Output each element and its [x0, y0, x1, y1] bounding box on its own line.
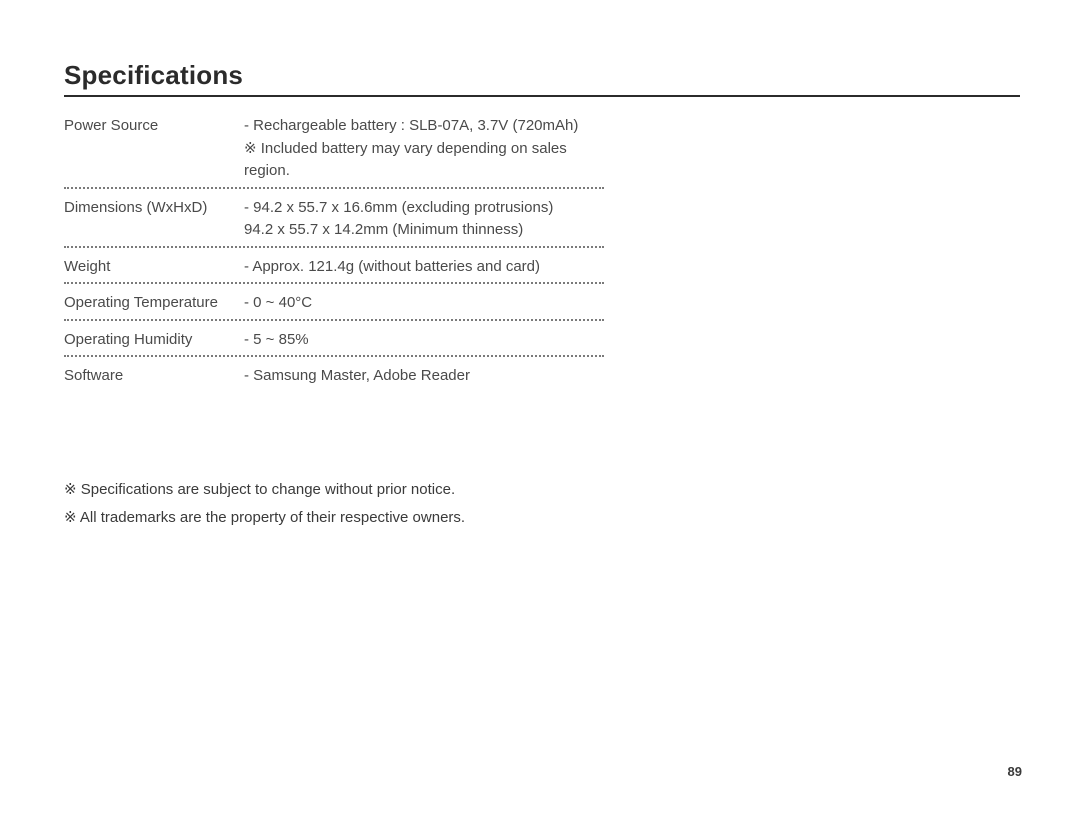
dotted-divider: [64, 282, 604, 284]
spec-value-line: - 0 ~ 40°C: [244, 292, 604, 315]
spec-row-dimensions: Dimensions (WxHxD) - 94.2 x 55.7 x 16.6m…: [64, 193, 604, 244]
spec-value: - 0 ~ 40°C: [244, 292, 604, 315]
spec-value: - Rechargeable battery : SLB-07A, 3.7V (…: [244, 115, 604, 183]
spec-value: - Samsung Master, Adobe Reader: [244, 365, 604, 388]
spec-label: Weight: [64, 256, 244, 279]
title-underline: [64, 95, 1020, 97]
spec-row-weight: Weight - Approx. 121.4g (without batteri…: [64, 252, 604, 281]
dotted-divider: [64, 187, 604, 189]
dotted-divider: [64, 246, 604, 248]
page-number: 89: [1008, 764, 1022, 779]
spec-row-software: Software - Samsung Master, Adobe Reader: [64, 361, 604, 390]
dotted-divider: [64, 355, 604, 357]
footnote-line: ※ Specifications are subject to change w…: [64, 476, 1020, 505]
spec-value-line: ※ Included battery may vary depending on…: [244, 138, 604, 183]
spec-label: Operating Humidity: [64, 329, 244, 352]
spec-row-op-temp: Operating Temperature - 0 ~ 40°C: [64, 288, 604, 317]
spec-value: - Approx. 121.4g (without batteries and …: [244, 256, 604, 279]
page-title: Specifications: [64, 60, 1020, 91]
spec-label: Operating Temperature: [64, 292, 244, 315]
spec-value-line: - Rechargeable battery : SLB-07A, 3.7V (…: [244, 115, 604, 138]
spec-value-line: - Samsung Master, Adobe Reader: [244, 365, 604, 388]
spec-row-op-humidity: Operating Humidity - 5 ~ 85%: [64, 325, 604, 354]
spec-value-line: 94.2 x 55.7 x 14.2mm (Minimum thinness): [244, 219, 604, 242]
spec-value: - 5 ~ 85%: [244, 329, 604, 352]
spec-row-power-source: Power Source - Rechargeable battery : SL…: [64, 111, 604, 185]
dotted-divider: [64, 319, 604, 321]
spec-value: - 94.2 x 55.7 x 16.6mm (excluding protru…: [244, 197, 604, 242]
footnotes: ※ Specifications are subject to change w…: [64, 476, 1020, 533]
spec-label: Software: [64, 365, 244, 388]
spec-value-line: - 5 ~ 85%: [244, 329, 604, 352]
page: Specifications Power Source - Rechargeab…: [0, 0, 1080, 815]
spec-label: Power Source: [64, 115, 244, 138]
footnote-line: ※ All trademarks are the property of the…: [64, 504, 1020, 533]
spec-label: Dimensions (WxHxD): [64, 197, 244, 220]
spec-value-line: - Approx. 121.4g (without batteries and …: [244, 256, 604, 279]
specs-table: Power Source - Rechargeable battery : SL…: [64, 111, 604, 390]
spec-value-line: - 94.2 x 55.7 x 16.6mm (excluding protru…: [244, 197, 604, 220]
